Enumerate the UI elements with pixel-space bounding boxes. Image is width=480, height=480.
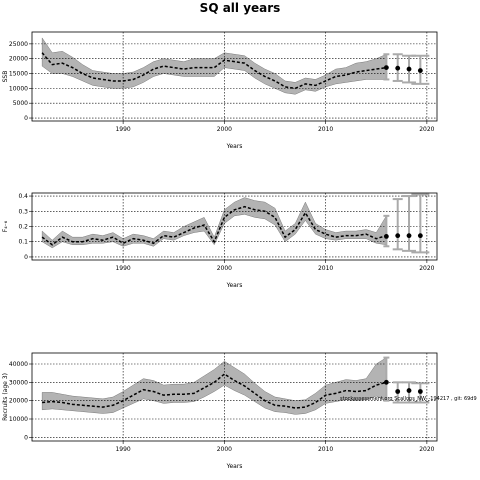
- rec-x-tick-label: 2020: [419, 446, 434, 453]
- fbar-y-axis-label: F₄₋₆: [2, 220, 9, 232]
- rec-x-tick-label: 2000: [217, 446, 232, 453]
- rec-forecast-point: [395, 389, 401, 394]
- ssb-estimate-line: [41, 52, 387, 90]
- rec-y-tick-label: 30000: [9, 379, 28, 386]
- ssb-y-tick-label: 10000: [9, 85, 28, 92]
- rec-x-axis-label: Years: [226, 463, 243, 470]
- rec-forecast-point: [383, 379, 389, 385]
- ssb-x-tick-label: 2000: [217, 126, 232, 133]
- fbar-x-tick-label: 2000: [217, 265, 232, 272]
- ssb-y-tick-label: 0: [24, 115, 28, 122]
- fbar-x-tick-label: 1990: [115, 265, 130, 272]
- ssb-forecast-point: [395, 65, 401, 71]
- rec-y-tick-label: 20000: [9, 398, 28, 405]
- source-note: stockassessment.org Scallops_NW_-194217 …: [340, 396, 477, 402]
- rec-y-tick-label: 0: [24, 434, 28, 441]
- ssb-forecast-point: [406, 66, 412, 72]
- fbar-y-tick-label: 0: [24, 254, 28, 261]
- ssb-y-tick-label: 25000: [9, 41, 28, 48]
- ssb-forecast-point: [383, 65, 389, 70]
- fbar-forecast-point: [406, 233, 412, 239]
- rec-plot-frame: [31, 352, 438, 442]
- fbar-forecast-point: [417, 233, 423, 239]
- fbar-y-tick-label: 0.2: [18, 224, 28, 231]
- rec-forecast-point: [406, 388, 412, 393]
- rec-y-tick-label: 40000: [9, 361, 28, 368]
- rec-x-tick-label: 2010: [318, 446, 333, 453]
- ssb-forecast-point: [417, 68, 423, 73]
- ssb-x-axis-label: Years: [226, 143, 243, 150]
- ssb-plot-frame: [31, 31, 438, 122]
- ssb-x-tick-label: 2020: [419, 126, 434, 133]
- rec-y-axis-label: Recruits (age 3): [2, 373, 9, 421]
- ssb-x-tick-label: 2010: [318, 126, 333, 133]
- fbar-y-tick-label: 0.1: [18, 239, 28, 246]
- fbar-x-tick-label: 2010: [318, 265, 333, 272]
- figure-title: SQ all years: [200, 1, 281, 15]
- panel-rec: 1990 2000 2010 2020 0 10000 20000 30000 40000 Yea…: [2, 352, 438, 470]
- ssb-x-tick-label: 1990: [115, 126, 130, 133]
- fbar-x-axis-label: Years: [226, 282, 243, 289]
- fbar-estimate-line: [41, 205, 387, 246]
- fbar-y-tick-label: 0.3: [18, 208, 28, 215]
- panel-fbar: 1990 2000 2010 2020 0 0.1 0.2 0.3 0.4 Years F₄₋₆: [2, 192, 438, 289]
- rec-forecast-point: [417, 389, 423, 394]
- ssb-y-tick-label: 20000: [9, 56, 28, 63]
- fbar-forecast-point: [395, 233, 401, 239]
- panel-ssb: 1990 2000 2010 2020 0 5000 10000 15000 20000 2500…: [2, 31, 438, 150]
- rec-y-tick-label: 10000: [9, 416, 28, 423]
- ssb-y-tick-label: 15000: [9, 71, 28, 78]
- ssb-confidence-band: [41, 37, 387, 95]
- rec-x-tick-label: 1990: [115, 446, 130, 453]
- rec-estimate-line: [42, 373, 387, 409]
- fbar-x-tick-label: 2020: [419, 265, 434, 272]
- ssb-y-tick-label: 5000: [13, 100, 28, 107]
- fbar-y-tick-label: 0.4: [18, 193, 28, 200]
- fbar-forecast-point: [383, 233, 389, 239]
- ssb-y-axis-label: SSB: [2, 71, 9, 83]
